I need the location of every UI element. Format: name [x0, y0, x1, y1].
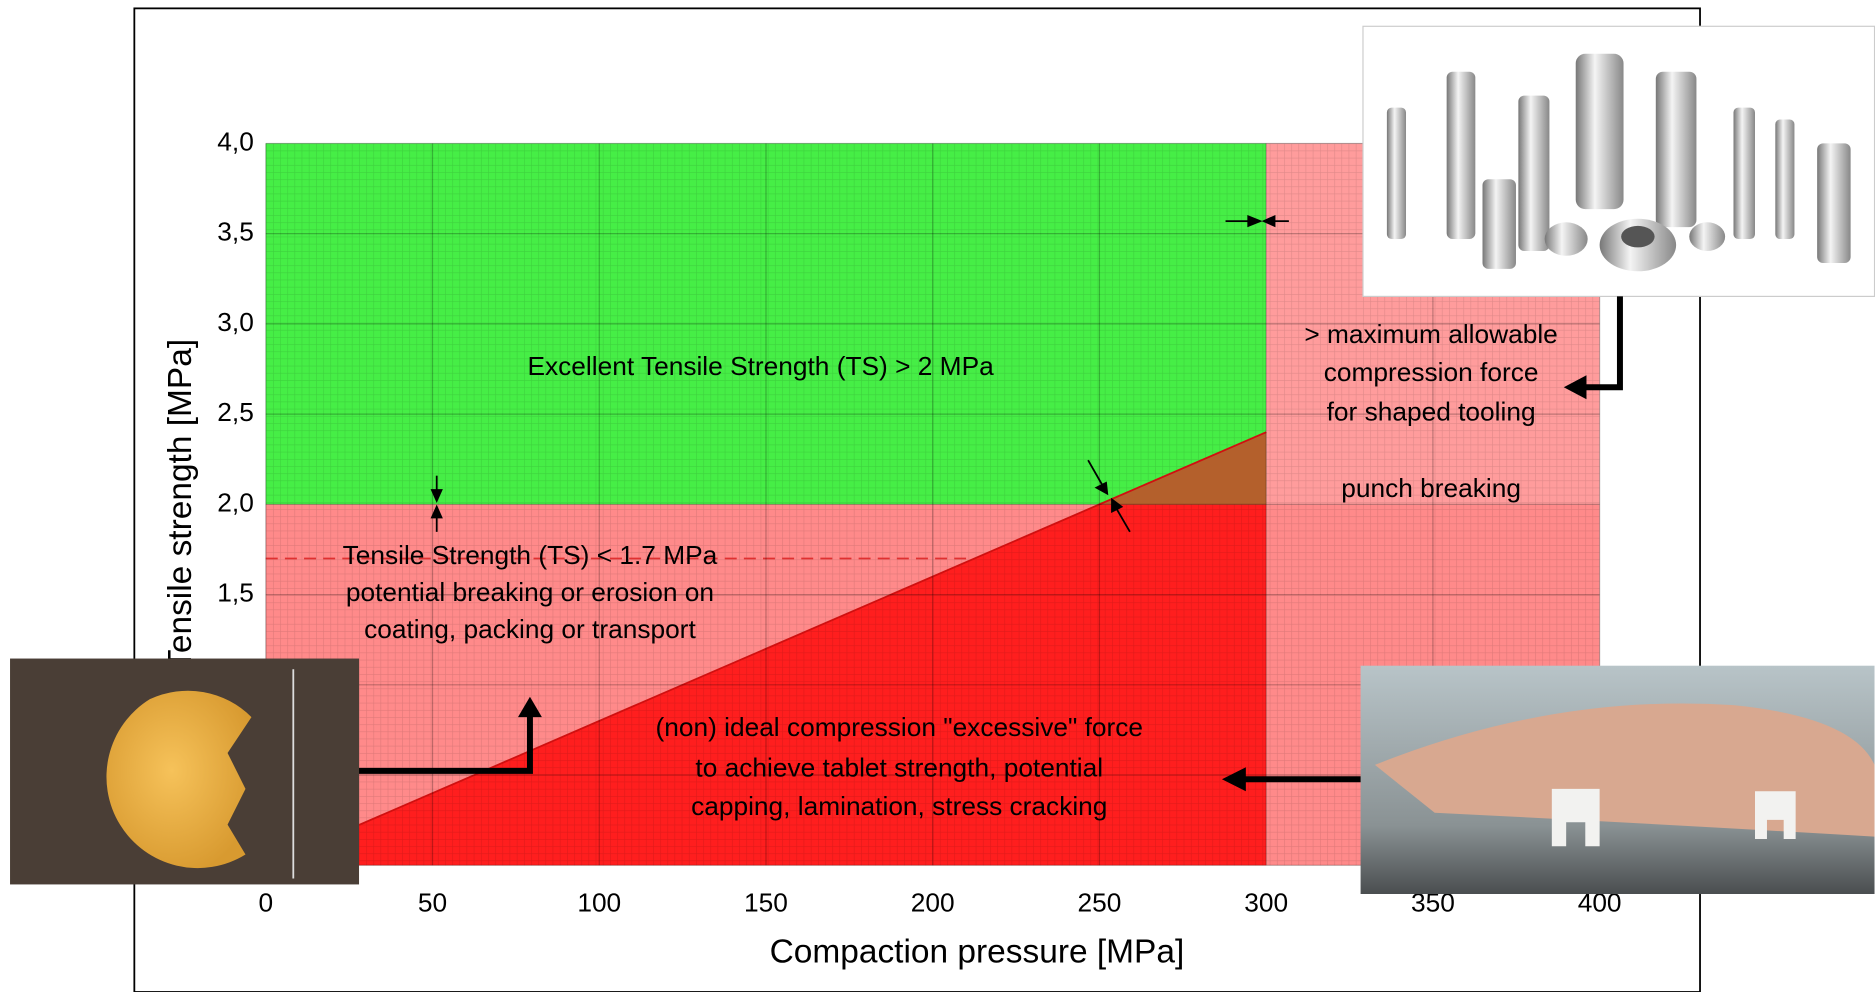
- x-tick-label: 0: [258, 888, 273, 918]
- tablet-photo: [10, 659, 359, 885]
- y-tick-label: 2,0: [217, 487, 254, 517]
- annotation: Excellent Tensile Strength (TS) > 2 MPa: [527, 351, 994, 381]
- annotation: coating, packing or transport: [364, 614, 696, 644]
- annotation: compression force: [1324, 357, 1539, 387]
- annotation: to achieve tablet strength, potential: [695, 753, 1103, 783]
- x-tick-label: 50: [418, 888, 447, 918]
- annotation: for shaped tooling: [1327, 396, 1536, 426]
- annotation: capping, lamination, stress cracking: [691, 791, 1107, 821]
- y-tick-label: 3,5: [217, 217, 254, 247]
- x-tick-label: 150: [744, 888, 788, 918]
- x-axis-title: Compaction pressure [MPa]: [770, 934, 1185, 971]
- annotation: > maximum allowable: [1304, 319, 1557, 349]
- x-tick-label: 300: [1244, 888, 1288, 918]
- x-tick-label: 100: [577, 888, 621, 918]
- annotation: punch breaking: [1341, 473, 1521, 503]
- y-tick-label: 1,5: [217, 578, 254, 608]
- annotation: Tensile Strength (TS) < 1.7 MPa: [343, 540, 718, 570]
- y-tick-label: 3,0: [217, 307, 254, 337]
- chart: 0501001502002503003504000,00,51,01,52,02…: [0, 0, 1875, 992]
- x-tick-label: 200: [911, 888, 955, 918]
- y-tick-label: 2,5: [217, 397, 254, 427]
- y-axis-title: Tensile strength [MPa]: [162, 339, 199, 670]
- y-tick-label: 4,0: [217, 126, 254, 156]
- hand-photo: [1361, 666, 1875, 894]
- punch-tooling-photo: [1363, 26, 1875, 296]
- x-tick-label: 250: [1078, 888, 1122, 918]
- annotation: potential breaking or erosion on: [346, 577, 714, 607]
- annotation: (non) ideal compression "excessive" forc…: [655, 712, 1143, 742]
